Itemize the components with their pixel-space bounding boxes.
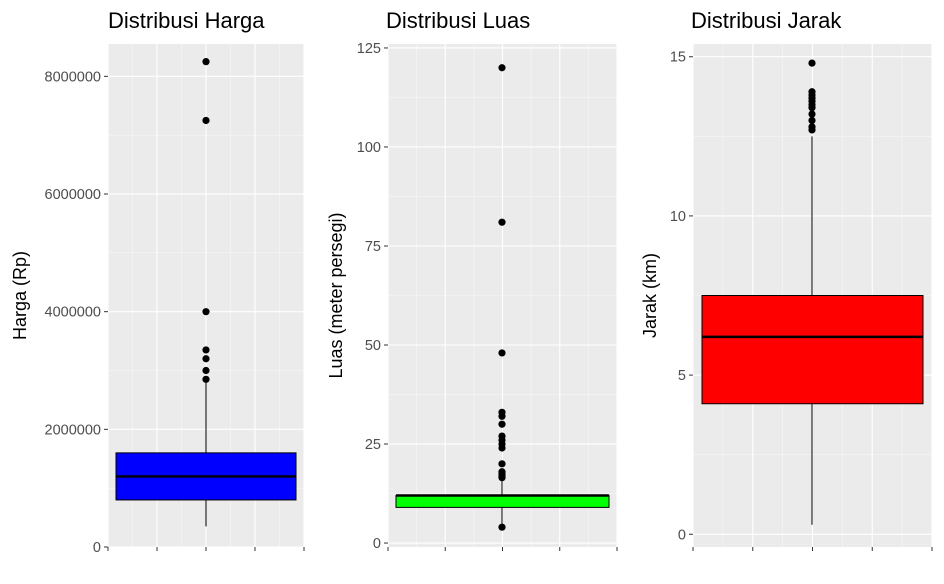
panel-1: 0 2000000 4000000 6000000 8000000 Distribusi … (10, 8, 305, 556)
outlier-point (498, 474, 506, 482)
outlier-point (202, 58, 210, 66)
y-tick-label: 5 (678, 368, 686, 384)
y-tick-label: 6000000 (45, 187, 101, 203)
y-tick-label: 4000000 (45, 305, 101, 321)
outlier-point (202, 346, 210, 354)
y-tick-label: 125 (357, 41, 381, 57)
outlier-point (808, 59, 816, 67)
outlier-point (202, 366, 210, 375)
outlier-point (498, 64, 506, 72)
panel-3: 0 5 10 15 Distribusi Jarak Jarak (km) (640, 8, 933, 551)
outlier-point (202, 375, 210, 383)
outlier-point (498, 412, 506, 420)
outlier-point (498, 460, 506, 468)
outlier-point (808, 110, 816, 118)
y-tick-label: 25 (365, 437, 381, 453)
outlier-point (498, 420, 506, 428)
y-axis-label: Harga (Rp) (10, 251, 30, 340)
box-iqr (395, 495, 610, 508)
y-tick-label: 2000000 (45, 422, 101, 438)
y-tick-label: 0 (93, 540, 101, 556)
outlier-point (498, 444, 506, 452)
outlier-point (808, 116, 816, 125)
chart-title: Distribusi Jarak (691, 8, 842, 33)
outlier-point (498, 218, 506, 226)
outlier-point (808, 126, 816, 134)
outlier-point (202, 308, 210, 316)
outlier-point (498, 349, 506, 357)
y-tick-label: 10 (670, 209, 686, 225)
y-axis-label: Jarak (km) (640, 253, 660, 338)
chart-title: Distribusi Harga (108, 8, 265, 33)
y-tick-label: 8000000 (45, 69, 101, 85)
y-tick-label: 50 (365, 338, 381, 354)
y-axis-label: Luas (meter persegi) (326, 212, 346, 378)
outlier-point (808, 104, 816, 112)
y-tick-label: 75 (365, 239, 381, 255)
y-tick-label: 100 (357, 140, 381, 156)
y-tick-label: 0 (373, 536, 381, 552)
outlier-point (202, 355, 210, 363)
chart-title: Distribusi Luas (386, 8, 530, 33)
y-tick-label: 15 (670, 50, 686, 66)
outlier-point (202, 116, 210, 125)
panel-2: 0 25 50 75 100 125 Distribusi Luas Luas (meter … (326, 8, 618, 552)
box-iqr (701, 295, 924, 405)
outlier-point (498, 523, 506, 531)
y-tick-label: 0 (678, 527, 686, 543)
